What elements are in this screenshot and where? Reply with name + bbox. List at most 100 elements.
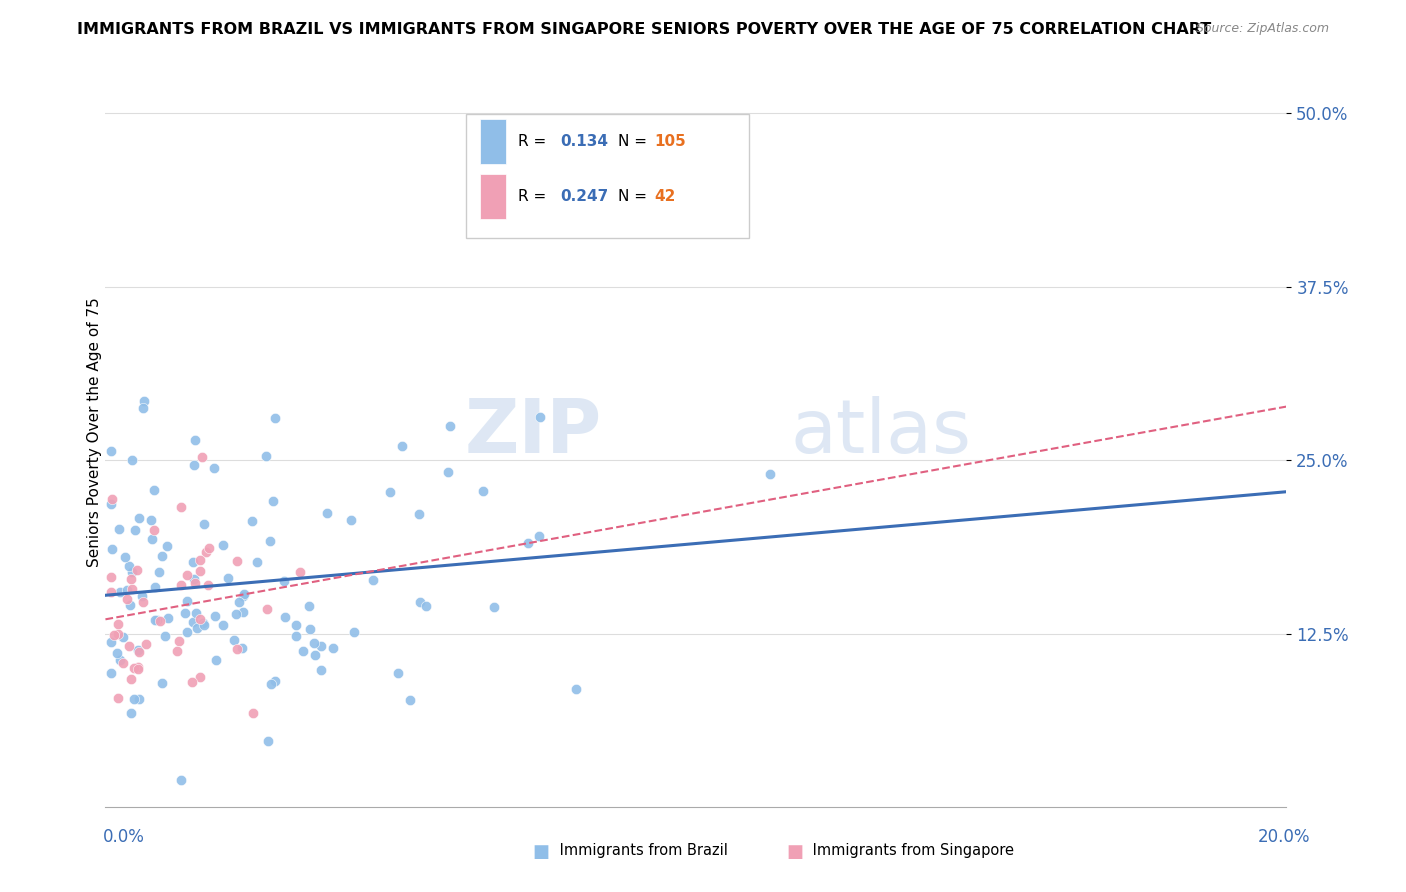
Point <box>527 529 550 543</box>
Point <box>107 617 129 632</box>
Point <box>212 538 235 552</box>
Point <box>233 587 256 601</box>
Point <box>183 458 205 473</box>
Point <box>183 572 205 586</box>
Point <box>202 461 225 475</box>
Point <box>100 443 122 458</box>
Point <box>284 618 307 632</box>
Point <box>415 599 437 613</box>
Point <box>193 517 215 532</box>
Point <box>184 607 207 621</box>
Point <box>170 578 193 592</box>
Point <box>103 628 125 642</box>
Point <box>170 500 193 514</box>
Point <box>309 639 332 653</box>
Point <box>150 676 173 690</box>
Point <box>176 568 198 582</box>
Point <box>186 622 208 636</box>
Point <box>254 449 277 463</box>
Point <box>298 622 321 636</box>
Point <box>127 643 149 657</box>
Point <box>259 534 281 549</box>
Point <box>167 633 190 648</box>
Text: N =: N = <box>619 189 652 204</box>
Point <box>100 665 122 680</box>
Point <box>436 465 458 479</box>
Point <box>217 570 239 584</box>
Point <box>263 410 285 425</box>
Text: ZIP: ZIP <box>464 396 602 469</box>
Text: Immigrants from Brazil: Immigrants from Brazil <box>555 843 728 858</box>
Point <box>166 644 188 658</box>
Point <box>122 692 145 706</box>
Point <box>105 646 128 660</box>
Point <box>121 453 143 467</box>
Text: R =: R = <box>517 189 551 204</box>
Point <box>191 615 214 630</box>
Point <box>115 582 138 597</box>
Point <box>156 540 179 554</box>
Point <box>124 523 146 537</box>
Point <box>516 536 538 550</box>
Point <box>125 563 148 577</box>
Point <box>190 670 212 684</box>
Point <box>108 584 131 599</box>
Point <box>127 663 149 677</box>
Point <box>188 612 211 626</box>
Text: atlas: atlas <box>790 396 972 469</box>
Point <box>108 653 131 667</box>
Point <box>153 629 176 643</box>
Point <box>184 434 207 448</box>
Text: IMMIGRANTS FROM BRAZIL VS IMMIGRANTS FROM SINGAPORE SENIORS POVERTY OVER THE AGE: IMMIGRANTS FROM BRAZIL VS IMMIGRANTS FRO… <box>77 22 1212 37</box>
Point <box>387 665 409 680</box>
Point <box>472 483 495 498</box>
Point <box>316 506 339 520</box>
Point <box>150 549 173 563</box>
FancyBboxPatch shape <box>465 114 749 238</box>
Point <box>170 772 193 787</box>
Point <box>339 513 361 527</box>
Point <box>128 511 150 525</box>
Point <box>759 467 782 481</box>
Point <box>257 734 280 748</box>
Point <box>149 614 172 628</box>
Point <box>143 580 166 594</box>
Point <box>132 595 155 609</box>
Point <box>322 641 344 656</box>
Point <box>193 618 215 632</box>
Point <box>273 574 295 588</box>
Point <box>194 545 217 559</box>
Point <box>190 450 212 464</box>
Point <box>121 565 143 579</box>
Point <box>565 681 588 696</box>
Point <box>231 641 253 656</box>
Point <box>439 418 461 433</box>
Point <box>143 483 166 498</box>
Point <box>148 565 170 579</box>
Point <box>127 660 149 674</box>
Point <box>101 542 124 557</box>
Point <box>188 553 211 567</box>
Point <box>264 673 287 688</box>
Point <box>226 554 249 568</box>
Point <box>409 595 432 609</box>
Point <box>100 585 122 599</box>
Point <box>118 558 141 573</box>
Point <box>226 642 249 657</box>
Point <box>274 610 297 624</box>
Point <box>225 607 247 622</box>
Point <box>180 675 202 690</box>
Point <box>284 629 307 643</box>
Point <box>120 672 142 686</box>
Point <box>107 627 129 641</box>
Text: 0.0%: 0.0% <box>103 828 145 846</box>
Point <box>292 644 315 658</box>
Point <box>143 613 166 627</box>
Point <box>132 401 155 416</box>
Text: 20.0%: 20.0% <box>1258 828 1310 846</box>
Point <box>114 549 136 564</box>
Point <box>198 541 221 556</box>
Point <box>361 573 384 587</box>
Point <box>157 611 180 625</box>
Point <box>529 409 551 424</box>
